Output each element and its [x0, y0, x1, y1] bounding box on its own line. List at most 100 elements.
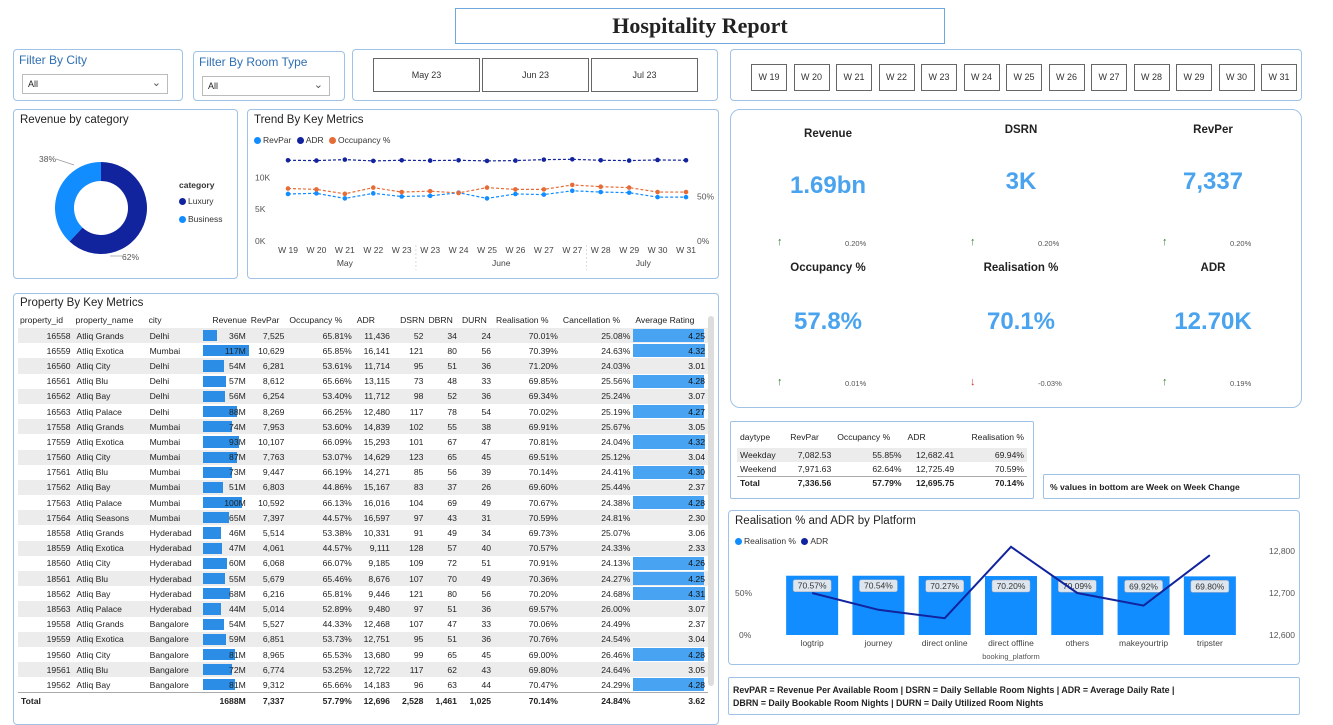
cell-name: Atliq Exotica	[76, 436, 124, 447]
cell-adr: 12,725.49	[915, 463, 955, 474]
cell-adr: 9,185	[368, 558, 390, 569]
revenue-value: 56M	[229, 391, 246, 402]
table-scrollbar[interactable]	[708, 316, 714, 686]
cell-id: 17558	[46, 421, 71, 432]
week-button-w19[interactable]: W 19	[751, 64, 787, 91]
cell-dsrn: 107	[409, 619, 424, 630]
month-button-jul[interactable]: Jul 23	[591, 58, 698, 92]
table-row[interactable]: 16558 Atliq Grands Delhi 36M 7,525 65.81% 11,4…	[18, 328, 708, 344]
cell-city: Mumbai	[149, 345, 181, 356]
table-row[interactable]: 18560 Atliq City Hyderabad 60M 6,068 66.07% 9,…	[18, 556, 708, 571]
table-row[interactable]: 19560 Atliq City Bangalore 81M 8,965 65.53% 13…	[18, 647, 708, 662]
cell-occ: 53.60%	[322, 421, 352, 432]
column-header[interactable]: Occupancy %	[837, 432, 891, 442]
month-button-jun[interactable]: Jun 23	[482, 58, 589, 92]
column-header[interactable]: Revenue	[212, 315, 247, 325]
column-header[interactable]: Occupancy %	[289, 315, 343, 325]
table-row[interactable]: 16560 Atliq City Delhi 54M 6,281 53.61% 11,714…	[18, 358, 708, 374]
column-header[interactable]: Realisation %	[971, 432, 1024, 442]
data-point	[598, 184, 604, 190]
column-header[interactable]: Cancellation %	[562, 315, 621, 325]
revenue-bar	[203, 451, 237, 463]
data-point	[285, 186, 291, 191]
cell-durn: 36	[481, 360, 492, 371]
cell-canc: 24.49%	[601, 619, 631, 630]
cell-name: Atliq Exotica	[76, 543, 124, 554]
table-row[interactable]: Weekday 7,082.53 55.85% 12,682.41 69.94%	[737, 448, 1027, 462]
table-row[interactable]: 17560 Atliq City Mumbai 87M 7,763 53.07% 14,62…	[18, 449, 708, 465]
week-button-w23[interactable]: W 23	[921, 64, 957, 91]
table-row[interactable]: 18559 Atliq Exotica Hyderabad 47M 4,061 44.57…	[18, 540, 708, 556]
revenue-bar	[203, 360, 225, 372]
cell-canc: 25.67%	[601, 421, 631, 432]
table-row[interactable]: 17562 Atliq Bay Mumbai 51M 6,803 44.86% 15,167…	[18, 479, 708, 496]
table-row[interactable]: 17559 Atliq Exotica Mumbai 93M 10,107 66.09% 1…	[18, 434, 708, 449]
data-label-bg	[925, 579, 964, 593]
column-header[interactable]: RevPar	[250, 315, 280, 325]
table-row[interactable]: 17561 Atliq Blu Mumbai 73M 9,447 66.19% 14,271…	[18, 465, 708, 480]
revenue-bar	[203, 588, 230, 600]
table-row[interactable]: 16563 Atliq Palace Delhi 88M 8,269 66.25% 12,4…	[18, 404, 708, 419]
table-row[interactable]: 18563 Atliq Palace Hyderabad 44M 5,014 52.89%…	[18, 601, 708, 617]
week-button-w22[interactable]: W 22	[878, 64, 915, 91]
week-button-w25[interactable]: W 25	[1006, 64, 1042, 91]
cell-real: 70.20%	[528, 588, 558, 599]
table-row[interactable]: 18561 Atliq Blu Hyderabad 55M 5,679 65.46% 8,6…	[18, 571, 708, 587]
cell-dbrn: 57	[447, 543, 457, 554]
cell-id: 17561	[46, 467, 71, 478]
week-button-w24[interactable]: W 24	[963, 64, 1000, 91]
table-row[interactable]: 16562 Atliq Bay Delhi 56M 6,254 53.40% 11,712 9…	[18, 388, 708, 404]
city-dropdown[interactable]: All ⌄	[22, 74, 168, 94]
cell-durn: 34	[481, 528, 492, 539]
room-type-dropdown[interactable]: All ⌄	[202, 76, 330, 96]
table-row[interactable]: Weekend 7,971.63 62.64% 12,725.49 70.59%	[737, 462, 1027, 476]
column-header[interactable]: Average Rating	[635, 315, 695, 325]
column-header[interactable]: RevPar	[790, 432, 819, 442]
cell-city: Hyderabad	[149, 603, 192, 614]
cell-id: 18563	[46, 603, 71, 614]
week-button-w26[interactable]: W 26	[1048, 64, 1085, 91]
cell-revenue: 100M	[203, 495, 248, 510]
column-header[interactable]: daytype	[740, 432, 771, 442]
cell-canc: 25.19%	[601, 406, 631, 417]
column-header[interactable]: DBRN	[428, 315, 453, 325]
column-header[interactable]: property_id	[20, 315, 63, 325]
week-button-w29[interactable]: W 29	[1176, 64, 1212, 91]
week-button-w27[interactable]: W 27	[1091, 64, 1127, 91]
month-slicer: May 23 Jun 23 Jul 23	[352, 49, 718, 101]
week-button-w28[interactable]: W 28	[1133, 64, 1170, 91]
revenue-value: 44M	[229, 603, 246, 614]
week-button-w20[interactable]: W 20	[793, 64, 830, 91]
table-row[interactable]: 16561 Atliq Blu Delhi 57M 8,612 65.66% 13,115 7…	[18, 374, 708, 389]
table-row[interactable]: 19561 Atliq Blu Bangalore 72M 6,774 53.25% 12,…	[18, 662, 708, 678]
table-row[interactable]: 19558 Atliq Grands Bangalore 54M 5,527 44.33%…	[18, 617, 708, 632]
rating-value: 4.25	[688, 330, 705, 341]
table-row[interactable]: 17563 Atliq Palace Mumbai 100M 10,592 66.13% 1…	[18, 495, 708, 510]
table-row[interactable]: 17558 Atliq Grands Mumbai 74M 7,953 53.60% 14,…	[18, 419, 708, 435]
column-header[interactable]: DURN	[461, 315, 487, 325]
cell-real: 70.02%	[528, 406, 558, 417]
column-header[interactable]: ADR	[907, 432, 926, 442]
column-header[interactable]: DSRN	[400, 315, 425, 325]
column-header[interactable]: city	[148, 315, 162, 325]
data-point	[569, 182, 575, 188]
week-button-w30[interactable]: W 30	[1218, 64, 1255, 91]
total-durn: 1,025	[459, 692, 495, 709]
table-row[interactable]: 17564 Atliq Seasons Mumbai 65M 7,397 44.57% 16…	[18, 510, 708, 526]
table-row[interactable]: 16559 Atliq Exotica Mumbai 117M 10,629 65.85%…	[18, 343, 708, 358]
table-row[interactable]: 19562 Atliq Bay Bangalore 81M 9,312 65.66% 14,…	[18, 677, 708, 692]
cell-dsrn: 117	[409, 664, 424, 675]
month-button-may[interactable]: May 23	[373, 58, 480, 92]
column-header[interactable]: ADR	[356, 315, 375, 325]
cell-id: 19558	[46, 619, 71, 630]
column-header[interactable]: property_name	[75, 315, 134, 325]
total-revpar: 7,336.56	[787, 475, 835, 490]
table-row[interactable]: 18562 Atliq Bay Hyderabad 68M 6,216 65.81% 9,4…	[18, 586, 708, 601]
week-button-w31[interactable]: W 31	[1261, 64, 1297, 91]
donut-leader-business	[55, 158, 75, 166]
cell-id: 16559	[46, 345, 71, 356]
column-header[interactable]: Realisation %	[496, 315, 549, 325]
table-row[interactable]: 19559 Atliq Exotica Bangalore 59M 6,851 53.73…	[18, 631, 708, 647]
table-row[interactable]: 18558 Atliq Grands Hyderabad 46M 5,514 53.38%…	[18, 525, 708, 540]
week-button-w21[interactable]: W 21	[836, 64, 872, 91]
